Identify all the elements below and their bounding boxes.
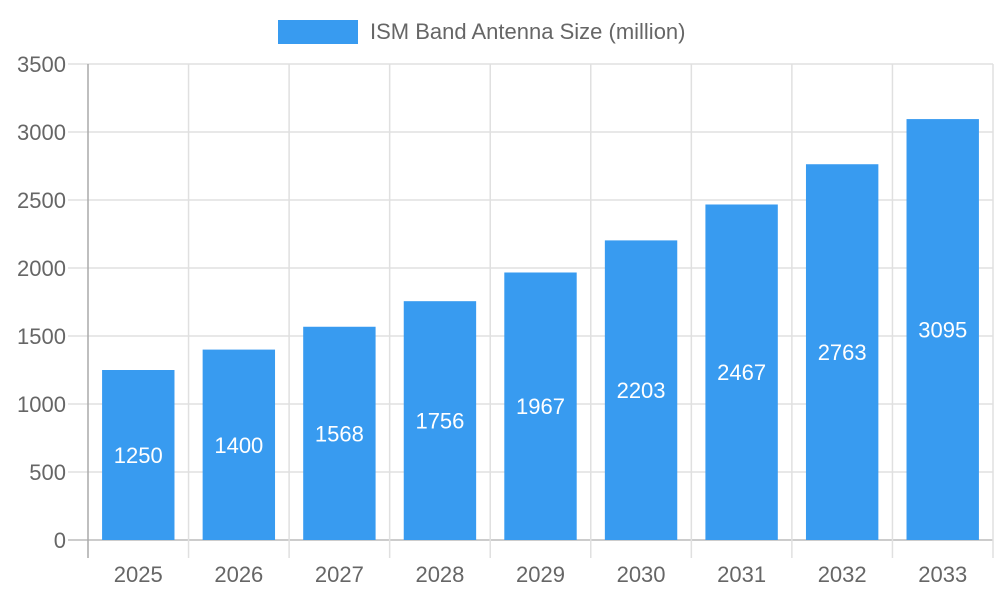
y-tick-label: 2500: [17, 188, 66, 213]
data-label: 1400: [214, 433, 263, 458]
data-label: 1250: [114, 443, 163, 468]
y-tick-label: 500: [29, 460, 66, 485]
y-tick-label: 1500: [17, 324, 66, 349]
bar: [705, 204, 778, 540]
bar: [102, 370, 175, 540]
data-label: 1568: [315, 421, 364, 446]
bar: [403, 301, 477, 540]
bar: [504, 272, 577, 540]
x-tick-label: 2025: [114, 562, 163, 587]
bar: [202, 349, 276, 540]
x-tick-label: 2027: [315, 562, 364, 587]
legend-swatch: [278, 20, 358, 44]
bars: [102, 119, 979, 540]
data-label: 1967: [516, 394, 565, 419]
legend[interactable]: ISM Band Antenna Size (million): [278, 19, 686, 44]
data-label: 2467: [717, 360, 766, 385]
x-tick-label: 2033: [918, 562, 967, 587]
data-label: 2203: [617, 378, 666, 403]
x-tick-label: 2031: [717, 562, 766, 587]
bar: [805, 164, 879, 540]
x-tick-label: 2026: [214, 562, 263, 587]
legend-label: ISM Band Antenna Size (million): [370, 19, 686, 44]
x-tick-label: 2032: [818, 562, 867, 587]
y-tick-label: 1000: [17, 392, 66, 417]
data-label: 3095: [918, 318, 967, 343]
y-tick-label: 0: [54, 528, 66, 553]
x-tick-label: 2029: [516, 562, 565, 587]
bar: [303, 326, 376, 540]
y-tick-label: 3000: [17, 120, 66, 145]
x-tick-label: 2028: [415, 562, 464, 587]
data-label: 2763: [818, 340, 867, 365]
grid: [68, 63, 994, 558]
bar: [604, 240, 678, 540]
y-tick-label: 2000: [17, 256, 66, 281]
labels: 0 500 1000 1500 2000 2500 3000 3500 1250 2025 1400…: [17, 52, 967, 587]
data-label: 1756: [415, 409, 464, 434]
x-tick-label: 2030: [617, 562, 666, 587]
bar: [906, 119, 979, 540]
y-tick-label: 3500: [17, 52, 66, 77]
